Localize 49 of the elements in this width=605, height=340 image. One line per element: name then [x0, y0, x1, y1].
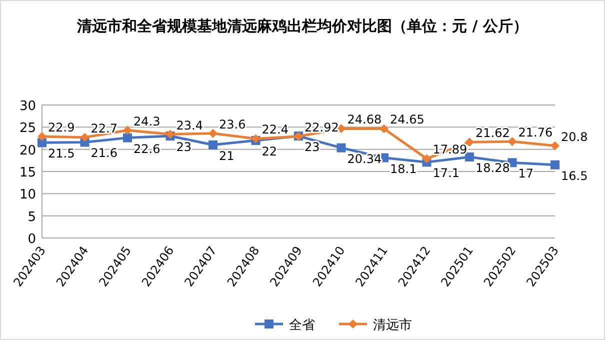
point: [208, 128, 218, 138]
point: [336, 143, 346, 152]
data-label: 21.6: [90, 146, 118, 160]
data-label: 23.4: [176, 118, 203, 132]
point: [208, 140, 218, 150]
data-label: 22.6: [134, 142, 160, 156]
point: [123, 133, 132, 142]
point: [508, 137, 517, 146]
legend-label: 全省: [289, 318, 315, 333]
point: [422, 154, 432, 164]
point: [465, 138, 474, 147]
point: [80, 132, 90, 142]
legend-label: 清远市: [373, 318, 412, 333]
data-label: 22.7: [90, 121, 118, 136]
y-tick-label: 20: [19, 143, 36, 158]
point: [38, 132, 46, 141]
point: [38, 138, 46, 148]
point: [550, 141, 560, 150]
chart-title: 清远市和全省规模基地清远麻鸡出栏均价对比图（单位：元 / 公斤）: [76, 17, 528, 35]
point: [550, 160, 560, 170]
data-label: 20.8: [561, 130, 588, 144]
data-label: 16.5: [561, 168, 588, 183]
point: [123, 126, 132, 135]
data-label: 22.4: [262, 122, 288, 137]
data-label: 21.5: [48, 146, 75, 161]
point: [380, 124, 388, 134]
data-label: 24.65: [390, 112, 424, 127]
data-label: 24.3: [134, 114, 160, 128]
data-label: 21.62: [476, 126, 510, 140]
data-label: 18.28: [476, 160, 510, 175]
data-label: 17: [518, 166, 534, 181]
data-label: 22.92: [304, 120, 339, 134]
data-label: 22: [262, 144, 278, 158]
data-label: 23.6: [219, 117, 246, 132]
data-label: 23: [304, 140, 320, 154]
y-tick-label: 10: [19, 188, 36, 203]
data-label: 23: [176, 140, 192, 154]
y-tick-label: 30: [19, 99, 36, 114]
data-label: 21: [219, 148, 234, 163]
data-label: 18.1: [390, 162, 417, 176]
data-label: 22.9: [48, 120, 75, 134]
data-label: 24.68: [347, 112, 382, 127]
data-label: 21.76: [518, 126, 553, 140]
y-tick-label: 0: [28, 232, 36, 247]
data-label: 17.1: [432, 166, 460, 180]
point: [465, 152, 474, 162]
y-tick-label: 15: [19, 166, 36, 180]
y-tick-label: 5: [28, 210, 36, 225]
y-tick-label: 25: [19, 121, 36, 136]
